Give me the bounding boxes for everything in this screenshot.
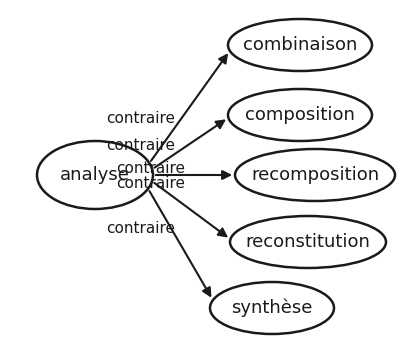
Text: reconstitution: reconstitution: [246, 233, 370, 251]
Text: contraire: contraire: [106, 137, 175, 152]
Text: composition: composition: [245, 106, 355, 124]
Text: contraire: contraire: [106, 110, 175, 126]
Ellipse shape: [228, 89, 372, 141]
Ellipse shape: [37, 141, 153, 209]
Ellipse shape: [230, 216, 386, 268]
Ellipse shape: [228, 19, 372, 71]
Text: combinaison: combinaison: [243, 36, 357, 54]
Ellipse shape: [210, 282, 334, 334]
Text: synthèse: synthèse: [231, 299, 313, 317]
Ellipse shape: [235, 149, 395, 201]
Text: recomposition: recomposition: [251, 166, 379, 184]
Text: contraire: contraire: [116, 161, 185, 176]
Text: contraire: contraire: [116, 176, 185, 191]
Text: contraire: contraire: [106, 220, 175, 236]
Text: analyse: analyse: [60, 166, 130, 184]
